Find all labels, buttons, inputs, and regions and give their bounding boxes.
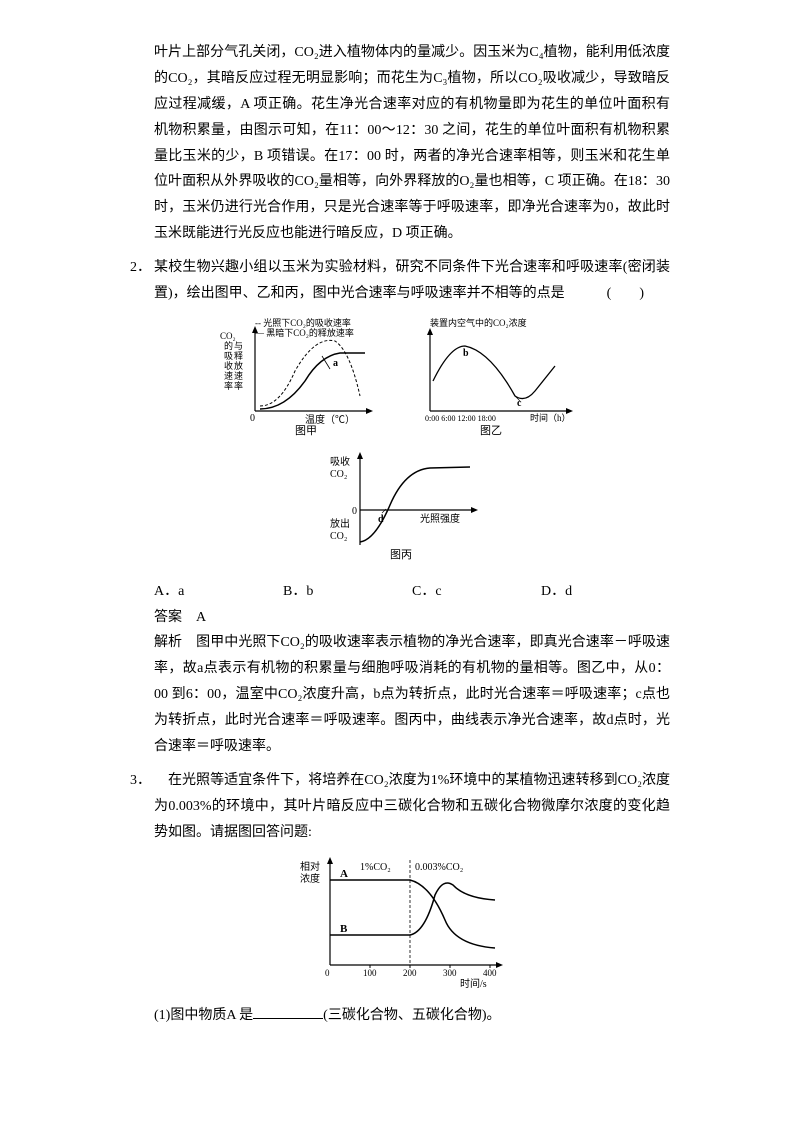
- option-b: B．b: [283, 579, 412, 605]
- svg-text:0: 0: [325, 968, 330, 978]
- q2-answer: 答案 A: [154, 605, 670, 631]
- svg-text:吸: 吸: [224, 351, 233, 361]
- fig-jia-legend1: -- 光照下CO₂的吸收速率: [255, 317, 351, 328]
- svg-text:1%CO₂: 1%CO₂: [360, 862, 391, 873]
- svg-text:0:00 6:00 12:00 18:00: 0:00 6:00 12:00 18:00: [425, 414, 496, 423]
- svg-text:率: 率: [224, 380, 233, 391]
- svg-text:A: A: [340, 868, 348, 880]
- svg-text:a: a: [333, 358, 338, 369]
- option-d: D．d: [541, 579, 670, 605]
- svg-text:相: 相: [300, 860, 310, 873]
- svg-text:时间（h）: 时间（h）: [530, 412, 571, 423]
- svg-text:图乙: 图乙: [480, 424, 502, 436]
- q2-explain: 解析 图甲中光照下CO₂的吸收速率表示植物的净光合速率，即真光合速率－呼吸速率，…: [154, 630, 670, 759]
- svg-text:吸: 吸: [330, 457, 340, 468]
- svg-text:0.003%CO₂: 0.003%CO₂: [415, 862, 463, 873]
- blank-input[interactable]: [253, 1004, 323, 1019]
- fig-jia-legend2: — 黑暗下CO₂的释放速率: [254, 327, 354, 338]
- svg-text:速: 速: [224, 371, 233, 381]
- svg-text:放: 放: [330, 517, 340, 530]
- figure-bing: d 吸收 CO₂ 0 放出 CO₂ 光照强度 图丙: [130, 450, 670, 575]
- q2-options: A．a B．b C．c D．d: [154, 579, 670, 605]
- svg-text:释: 释: [234, 350, 243, 361]
- svg-text:的: 的: [224, 340, 233, 351]
- option-c: C．c: [412, 579, 541, 605]
- svg-text:度: 度: [310, 872, 320, 885]
- question-2: 2． 某校生物兴趣小组以玉米为实验材料，研究不同条件下光合速率和呼吸速率(密闭装…: [130, 255, 670, 307]
- svg-text:100: 100: [363, 968, 377, 978]
- svg-text:400: 400: [483, 968, 497, 978]
- svg-text:200: 200: [403, 968, 417, 978]
- svg-text:300: 300: [443, 968, 457, 978]
- svg-text:光照强度: 光照强度: [420, 512, 460, 525]
- svg-text:b: b: [463, 348, 469, 359]
- svg-text:与: 与: [234, 341, 243, 351]
- svg-text:0: 0: [250, 413, 255, 424]
- svg-text:时间/s: 时间/s: [460, 977, 487, 990]
- svg-text:CO₂: CO₂: [330, 531, 347, 542]
- q3-sub1: (1)图中物质A 是(三碳化合物、五碳化合物)。: [154, 1003, 670, 1029]
- intro-paragraph: 叶片上部分气孔关闭，CO₂进入植物体内的量减少。因玉米为C₄植物，能利用低浓度的…: [154, 40, 670, 247]
- svg-text:B: B: [340, 923, 348, 935]
- svg-text:CO₂: CO₂: [220, 331, 236, 341]
- figure-jia-yi: -- 光照下CO₂的吸收速率 — 黑暗下CO₂的释放速率 a 0 温度（℃） C…: [130, 311, 670, 446]
- svg-text:收: 收: [340, 455, 350, 468]
- figure-q3: 1%CO₂ 0.003%CO₂ A B 相 对 浓 度 0 100 200 30…: [130, 850, 670, 1000]
- svg-text:浓: 浓: [300, 873, 310, 885]
- svg-text:图甲: 图甲: [295, 424, 317, 436]
- option-a: A．a: [154, 579, 283, 605]
- svg-text:出: 出: [340, 517, 350, 530]
- svg-text:对: 对: [310, 860, 320, 873]
- svg-text:收: 收: [224, 360, 233, 371]
- svg-text:0: 0: [352, 506, 357, 517]
- svg-text:装置内空气中的CO₂浓度: 装置内空气中的CO₂浓度: [430, 317, 527, 328]
- svg-text:放: 放: [234, 360, 243, 371]
- q2-number: 2．: [130, 255, 154, 307]
- svg-text:CO₂: CO₂: [330, 469, 347, 480]
- svg-text:率: 率: [234, 380, 243, 391]
- svg-text:c: c: [517, 398, 522, 409]
- q3-number: 3．: [130, 768, 154, 846]
- svg-text:图丙: 图丙: [390, 548, 412, 561]
- q2-text: 某校生物兴趣小组以玉米为实验材料，研究不同条件下光合速率和呼吸速率(密闭装置)，…: [154, 255, 670, 307]
- svg-text:速: 速: [234, 371, 243, 381]
- q3-text: 在光照等适宜条件下，将培养在CO₂浓度为1%环境中的某植物迅速转移到CO₂浓度为…: [154, 768, 670, 846]
- svg-text:d: d: [378, 514, 384, 525]
- question-3: 3． 在光照等适宜条件下，将培养在CO₂浓度为1%环境中的某植物迅速转移到CO₂…: [130, 768, 670, 846]
